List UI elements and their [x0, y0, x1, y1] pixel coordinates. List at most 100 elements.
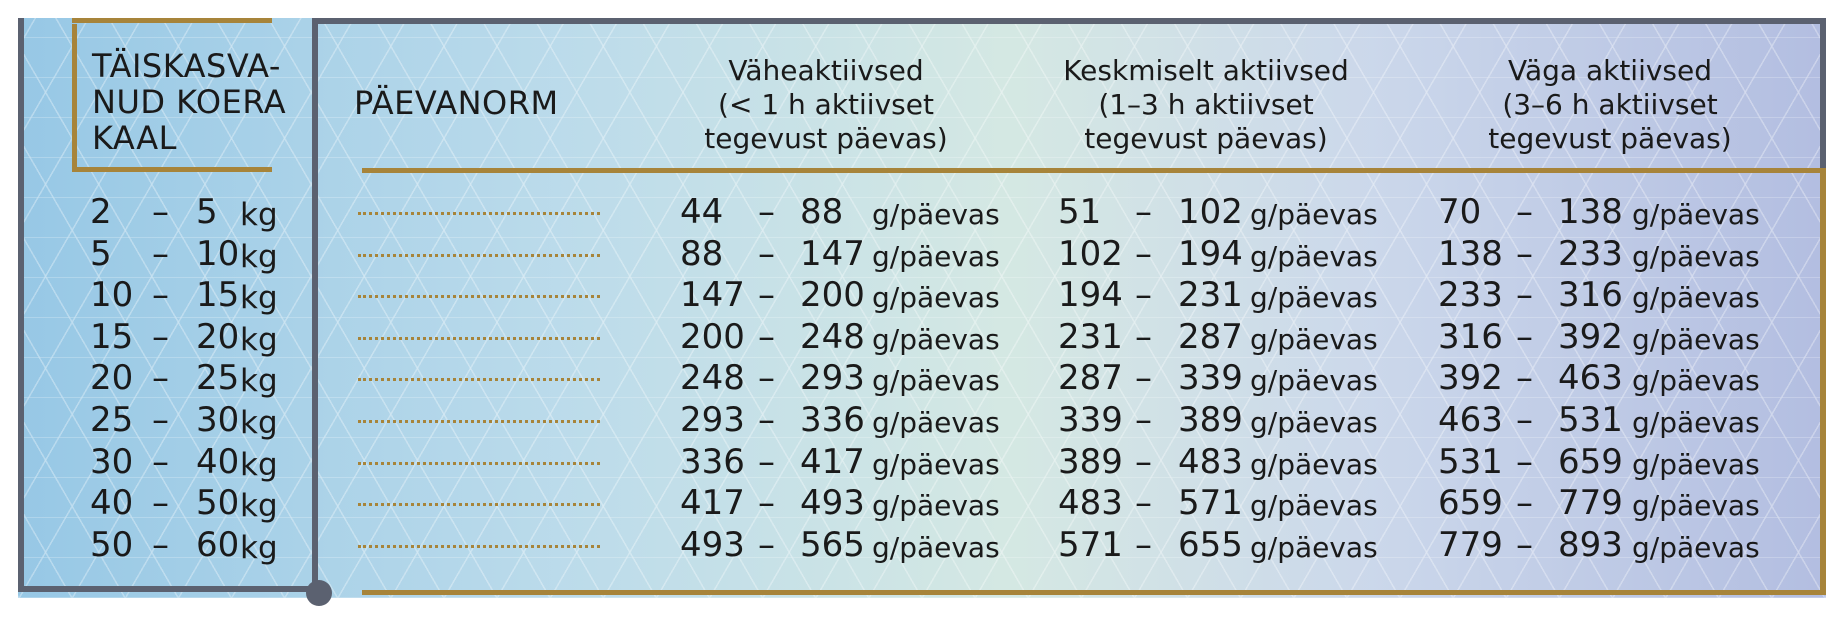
low-unit: g/päevas — [872, 239, 1000, 273]
high-from: 233 — [1438, 275, 1503, 316]
low-to: 248 — [800, 316, 865, 357]
low-to: 417 — [800, 441, 865, 482]
mid-dash: – — [1135, 483, 1152, 524]
dotted-leader — [358, 295, 600, 299]
dotted-leader — [358, 253, 600, 257]
high-dash: – — [1516, 400, 1533, 440]
header-weight-line-2: NUD KOERA — [92, 83, 287, 121]
low-dash: – — [758, 192, 775, 232]
high-unit: g/päevas — [1632, 530, 1760, 564]
gold-line-bottom — [362, 590, 1826, 595]
mid-from: 389 — [1058, 441, 1123, 482]
mid-from: 287 — [1058, 358, 1123, 399]
low-from: 248 — [680, 358, 745, 399]
header-weight: TÄISKASVA- NUD KOERA KAAL — [92, 48, 292, 156]
weight-unit: kg — [240, 529, 278, 566]
table-row: 30–40 kg 336–417 g/päevas 389–483 g/päevas 531… — [0, 441, 1842, 483]
high-to: 138 — [1558, 192, 1623, 232]
high-to: 531 — [1558, 400, 1623, 440]
high-unit: g/päevas — [1632, 364, 1760, 398]
weight-unit: kg — [240, 488, 278, 525]
mid-dash: – — [1135, 316, 1152, 357]
header-weight-line-1: TÄISKASVA- — [92, 47, 281, 85]
high-unit: g/päevas — [1632, 406, 1760, 439]
gold-line-right — [1820, 168, 1826, 594]
high-unit: g/päevas — [1632, 489, 1760, 523]
weight-dash: – — [152, 483, 169, 524]
low-dash: – — [758, 524, 775, 565]
weight-from: 40 — [90, 483, 134, 524]
high-dash: – — [1516, 524, 1533, 565]
weight-dash: – — [152, 358, 169, 399]
low-dash: – — [758, 483, 775, 524]
table-row: 2–5 kg 44–88 g/päevas 51–102 g/päevas 70–138 g/… — [0, 192, 1842, 233]
header-mid-activity: Keskmiselt aktiivsed (1–3 h aktiivset te… — [1036, 54, 1376, 156]
high-unit: g/päevas — [1632, 281, 1760, 315]
low-unit: g/päevas — [872, 364, 1000, 398]
dotted-leader — [358, 420, 600, 423]
low-dash: – — [758, 316, 775, 357]
low-unit: g/päevas — [872, 322, 1000, 356]
low-from: 44 — [680, 192, 724, 232]
gold-header-box — [72, 24, 272, 172]
mid-to: 287 — [1178, 316, 1243, 357]
low-to: 147 — [800, 233, 865, 274]
mid-dash: – — [1135, 400, 1152, 440]
low-dash: – — [758, 233, 775, 274]
frame-top — [318, 18, 1826, 24]
low-dash: – — [758, 275, 775, 316]
header-low-line-3: tegevust päevas) — [704, 122, 948, 155]
weight-unit: kg — [240, 405, 278, 441]
mid-to: 231 — [1178, 275, 1243, 316]
low-dash: – — [758, 358, 775, 399]
mid-unit: g/päevas — [1250, 447, 1378, 481]
low-from: 336 — [680, 441, 745, 482]
header-high-activity: Väga aktiivsed (3–6 h aktiivset tegevust… — [1440, 54, 1780, 156]
weight-to: 10 — [196, 233, 240, 274]
dotted-leader — [358, 544, 600, 548]
table-row: 40–50 kg 417–493 g/päevas 483–571 g/päevas 659… — [0, 483, 1842, 525]
mid-to: 571 — [1178, 483, 1243, 524]
weight-to: 5 — [196, 192, 218, 232]
mid-unit: g/päevas — [1250, 239, 1378, 273]
low-from: 493 — [680, 524, 745, 565]
weight-unit: kg — [240, 280, 278, 317]
dotted-leader — [358, 378, 600, 382]
mid-unit: g/päevas — [1250, 281, 1378, 315]
high-dash: – — [1516, 483, 1533, 524]
weight-unit: kg — [240, 446, 278, 483]
header-low-activity: Väheaktiivsed (< 1 h aktiivset tegevust … — [676, 54, 976, 156]
header-high-line-3: tegevust päevas) — [1488, 122, 1732, 155]
weight-dash: – — [152, 192, 169, 232]
gold-accent-top — [72, 18, 272, 23]
mid-unit: g/päevas — [1250, 198, 1378, 231]
weight-unit: kg — [240, 238, 278, 275]
weight-dash: – — [152, 233, 169, 274]
low-to: 565 — [800, 524, 865, 565]
table-row: 5–10 kg 88–147 g/päevas 102–194 g/päevas 138–2… — [0, 233, 1842, 275]
high-from: 392 — [1438, 358, 1503, 399]
low-to: 336 — [800, 400, 865, 440]
weight-unit: kg — [240, 363, 278, 400]
frame-corner-dot — [306, 580, 332, 606]
weight-from: 25 — [90, 400, 134, 440]
weight-dash: – — [152, 441, 169, 482]
low-dash: – — [758, 441, 775, 482]
mid-from: 51 — [1058, 192, 1102, 232]
high-from: 463 — [1438, 400, 1503, 440]
header-low-line-1: Väheaktiivsed — [728, 54, 924, 87]
high-dash: – — [1516, 316, 1533, 357]
high-to: 233 — [1558, 233, 1623, 274]
weight-to: 25 — [196, 358, 240, 399]
weight-from: 50 — [90, 524, 134, 565]
high-unit: g/päevas — [1632, 447, 1760, 481]
high-to: 316 — [1558, 275, 1623, 316]
high-unit: g/päevas — [1632, 198, 1760, 231]
dotted-leader — [358, 336, 600, 340]
frame-right — [1820, 18, 1826, 168]
low-from: 293 — [680, 400, 745, 440]
mid-dash: – — [1135, 233, 1152, 274]
weight-from: 5 — [90, 233, 112, 274]
high-unit: g/päevas — [1632, 322, 1760, 356]
header-daily-norm: PÄEVANORM — [354, 84, 559, 122]
